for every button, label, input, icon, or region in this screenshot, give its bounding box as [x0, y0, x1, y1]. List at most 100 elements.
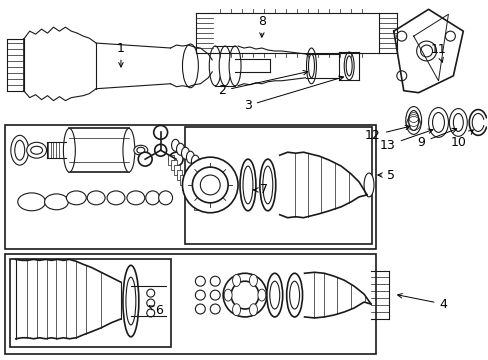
- Circle shape: [396, 31, 406, 41]
- Ellipse shape: [176, 143, 184, 155]
- Ellipse shape: [11, 135, 29, 165]
- Circle shape: [210, 276, 220, 286]
- Ellipse shape: [137, 147, 144, 153]
- Ellipse shape: [107, 191, 124, 205]
- Ellipse shape: [127, 191, 144, 205]
- Ellipse shape: [432, 113, 444, 132]
- Text: 9: 9: [417, 128, 456, 149]
- Ellipse shape: [145, 191, 160, 205]
- Ellipse shape: [364, 173, 373, 197]
- Ellipse shape: [186, 151, 194, 163]
- Ellipse shape: [196, 159, 204, 171]
- Text: 7: 7: [253, 184, 267, 197]
- Circle shape: [420, 45, 432, 57]
- Ellipse shape: [122, 129, 135, 172]
- Ellipse shape: [306, 48, 316, 84]
- Circle shape: [200, 175, 220, 195]
- Circle shape: [195, 304, 205, 314]
- Ellipse shape: [44, 194, 68, 210]
- Ellipse shape: [452, 113, 462, 131]
- Text: 11: 11: [430, 42, 446, 62]
- Ellipse shape: [87, 191, 105, 205]
- Bar: [185, 127, 371, 244]
- Ellipse shape: [427, 108, 447, 137]
- Bar: [170, 160, 176, 170]
- Ellipse shape: [289, 281, 299, 309]
- Ellipse shape: [240, 159, 255, 211]
- Circle shape: [416, 41, 436, 61]
- Ellipse shape: [134, 145, 147, 155]
- Bar: [194, 200, 200, 210]
- Circle shape: [169, 152, 183, 166]
- Circle shape: [195, 276, 205, 286]
- Ellipse shape: [249, 275, 257, 287]
- Text: 5: 5: [377, 168, 394, 181]
- Text: 3: 3: [244, 76, 343, 112]
- Bar: [69, 129, 129, 172]
- Ellipse shape: [346, 56, 351, 76]
- Ellipse shape: [344, 52, 353, 80]
- Ellipse shape: [259, 159, 275, 211]
- Ellipse shape: [209, 46, 221, 86]
- Ellipse shape: [15, 140, 25, 160]
- Circle shape: [210, 290, 220, 300]
- Text: 8: 8: [257, 15, 265, 37]
- Ellipse shape: [27, 142, 46, 158]
- Circle shape: [396, 71, 406, 81]
- Ellipse shape: [448, 109, 467, 136]
- Bar: [185, 185, 191, 195]
- Circle shape: [154, 144, 166, 156]
- Circle shape: [146, 299, 154, 307]
- Ellipse shape: [232, 275, 240, 287]
- Text: 4: 4: [397, 293, 447, 311]
- Ellipse shape: [126, 277, 136, 325]
- Circle shape: [153, 125, 167, 139]
- Ellipse shape: [18, 193, 45, 211]
- Bar: [179, 175, 185, 185]
- Circle shape: [223, 273, 266, 317]
- Ellipse shape: [201, 163, 209, 175]
- Bar: [10, 260, 170, 347]
- Bar: [176, 170, 182, 180]
- Bar: [191, 195, 197, 205]
- Text: 6: 6: [149, 305, 163, 318]
- Bar: [5, 125, 375, 249]
- Bar: [188, 190, 194, 200]
- Bar: [182, 180, 188, 190]
- Bar: [173, 165, 179, 175]
- Ellipse shape: [232, 304, 240, 316]
- Circle shape: [445, 31, 454, 41]
- Text: 2: 2: [218, 71, 307, 97]
- Text: 13: 13: [379, 129, 432, 152]
- Ellipse shape: [286, 273, 302, 317]
- Text: 12: 12: [365, 125, 409, 142]
- Ellipse shape: [408, 111, 418, 130]
- Circle shape: [192, 167, 228, 203]
- Bar: [5, 255, 375, 354]
- Circle shape: [146, 309, 154, 317]
- Ellipse shape: [206, 167, 214, 179]
- Circle shape: [210, 304, 220, 314]
- Ellipse shape: [243, 166, 252, 204]
- Ellipse shape: [158, 191, 172, 205]
- Ellipse shape: [257, 289, 265, 301]
- Ellipse shape: [191, 155, 199, 167]
- Ellipse shape: [182, 44, 198, 88]
- Ellipse shape: [171, 139, 179, 151]
- Ellipse shape: [269, 281, 279, 309]
- Ellipse shape: [181, 147, 189, 159]
- Circle shape: [231, 281, 258, 309]
- Text: 10: 10: [449, 130, 472, 149]
- Ellipse shape: [224, 289, 232, 301]
- Ellipse shape: [229, 46, 241, 86]
- Bar: [167, 155, 173, 165]
- Ellipse shape: [266, 273, 282, 317]
- Circle shape: [138, 152, 152, 166]
- Ellipse shape: [249, 304, 257, 316]
- Circle shape: [182, 157, 238, 213]
- Ellipse shape: [122, 265, 139, 337]
- Ellipse shape: [263, 166, 272, 204]
- Ellipse shape: [219, 46, 231, 86]
- Ellipse shape: [66, 191, 86, 205]
- Circle shape: [195, 290, 205, 300]
